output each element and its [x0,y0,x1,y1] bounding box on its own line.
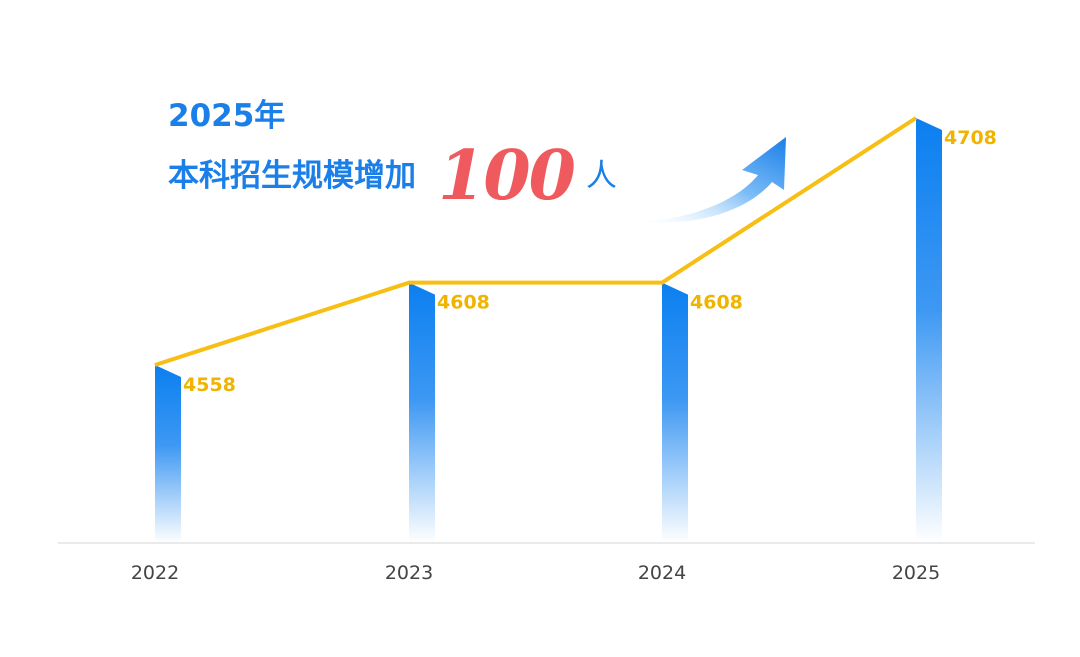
headline-statement: 本科招生规模增加 100 人 [168,136,617,216]
trend-line-layer [154,116,918,367]
labels-layer: 4558 4608 4608 4708 [183,127,997,396]
data-label-2022: 4558 [183,374,236,396]
bars-layer [155,118,942,543]
x-tick-2025: 2025 [892,562,940,584]
headline: 2025年 本科招生规模增加 100 人 [168,96,617,216]
bar-2023 [409,282,435,543]
trend-line [154,116,918,367]
up-trend-arrow-icon [626,137,786,224]
data-label-2024: 4608 [690,292,743,314]
x-tick-2022: 2022 [131,562,179,584]
headline-year: 2025年 [168,98,286,134]
headline-highlight-number: 100 [438,136,576,216]
bar-2022 [155,365,181,543]
headline-text: 本科招生规模增加 [168,158,416,194]
x-tick-2024: 2024 [638,562,686,584]
x-tick-2023: 2023 [385,562,433,584]
headline-unit: 人 [585,158,617,194]
ticks-layer: 2022 2023 2024 2025 [131,562,940,584]
data-label-2025: 4708 [944,127,997,149]
bar-2025 [916,118,942,543]
data-label-2023: 4608 [437,292,490,314]
bar-2024 [662,282,688,543]
